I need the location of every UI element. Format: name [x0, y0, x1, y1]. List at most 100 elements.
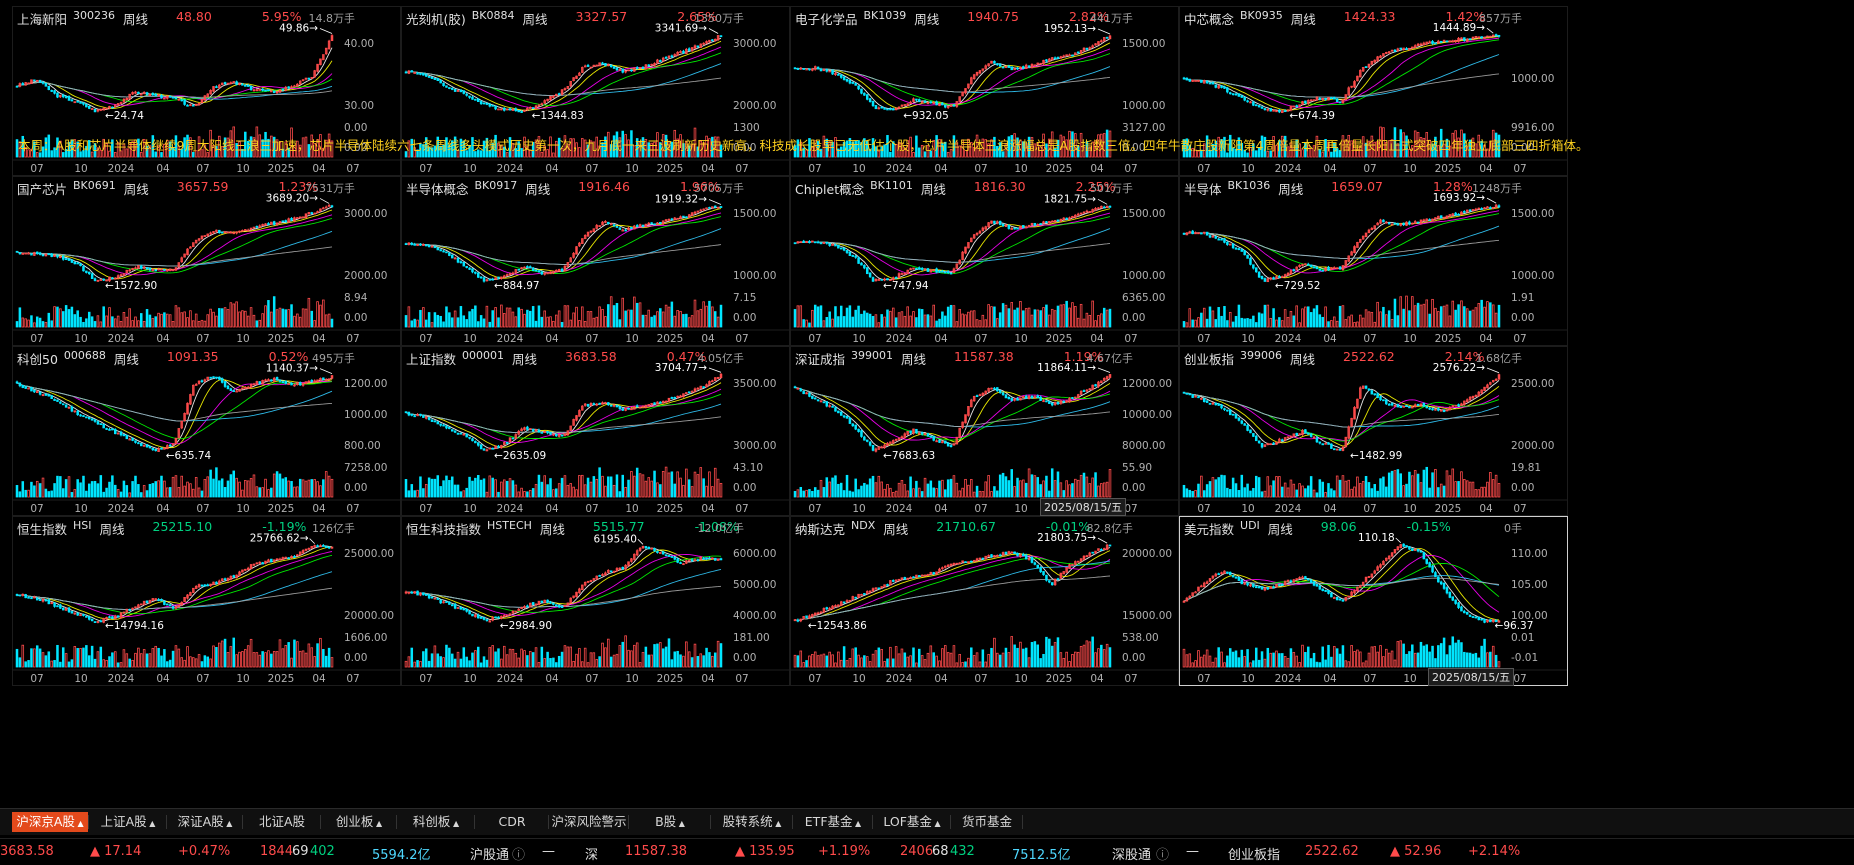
volume-bar	[446, 476, 448, 497]
volume-bar	[677, 310, 679, 327]
ma30-line	[795, 54, 1110, 106]
candle-body	[1273, 278, 1275, 279]
candle-body	[311, 380, 313, 381]
volume-bar	[498, 492, 500, 497]
volume-bar	[806, 320, 808, 327]
x-tick-label: 04	[1323, 163, 1337, 175]
volume-bar	[166, 314, 168, 327]
volume-bar	[994, 487, 996, 497]
candle-body	[83, 267, 85, 271]
volume-bar	[671, 472, 673, 497]
candle-body	[460, 433, 462, 434]
volume-bar	[576, 307, 578, 327]
candle-body	[463, 91, 465, 94]
volume-bar	[1423, 304, 1425, 327]
volume-bar	[480, 663, 482, 667]
volume-bar	[706, 306, 708, 327]
candle-body	[103, 424, 105, 428]
candle-body	[1435, 43, 1437, 44]
candle-body	[527, 427, 529, 429]
volume-bar	[1077, 318, 1079, 327]
volume-bar	[1051, 469, 1053, 497]
volume-bar	[506, 655, 508, 667]
volume-bar	[276, 472, 278, 497]
volume-bar	[88, 312, 90, 327]
volume-bar	[477, 322, 479, 327]
volume-bar	[213, 312, 215, 327]
candle-body	[1313, 267, 1315, 268]
volume-bar	[688, 480, 690, 497]
volume-bar	[1458, 481, 1460, 497]
y-tick-label: 1000.00	[1122, 100, 1165, 112]
volume-bar	[979, 321, 981, 327]
candle-body	[68, 96, 70, 100]
candle-body	[1106, 37, 1108, 38]
candle-body	[54, 91, 56, 94]
x-tick-label: 07	[974, 163, 987, 175]
volume-bar	[962, 314, 964, 327]
candle-body	[1232, 94, 1234, 95]
volume-bar	[466, 488, 468, 497]
candle-body	[918, 268, 920, 269]
volume-bar	[443, 658, 445, 667]
candle-body	[480, 277, 482, 278]
x-tick-label: 04	[1479, 333, 1493, 345]
volume-bar	[832, 319, 834, 327]
candle-body	[1238, 249, 1240, 250]
candle-body	[846, 250, 848, 252]
candle-body	[437, 598, 439, 599]
candle-body	[169, 96, 171, 97]
candle-body	[100, 424, 102, 425]
volume-bar	[33, 649, 35, 667]
volume-bar	[305, 309, 307, 327]
volume-bar	[1342, 476, 1344, 497]
volume-bar	[236, 478, 238, 497]
volume-bar	[861, 486, 863, 497]
volume-bar	[1489, 472, 1491, 497]
candle-body	[622, 230, 624, 231]
volume-bar	[1086, 477, 1088, 497]
volume-bar	[28, 320, 30, 327]
candle-body	[674, 397, 676, 398]
candle-body	[268, 90, 270, 91]
candle-body	[138, 443, 140, 444]
volume-bar	[42, 653, 44, 667]
volume-bar	[109, 482, 111, 497]
volume-bar	[1224, 476, 1226, 497]
volume-bar	[521, 488, 523, 497]
volume-bar	[221, 479, 223, 497]
candle-body	[1258, 272, 1260, 277]
volume-bar	[308, 480, 310, 497]
candle-body	[538, 430, 540, 432]
candle-body	[39, 600, 41, 601]
volume-bar	[913, 312, 915, 327]
candle-body	[80, 415, 82, 416]
volume-bar	[1250, 319, 1252, 327]
volume-bar	[994, 307, 996, 327]
candle-body	[837, 245, 839, 248]
candle-body	[1463, 211, 1465, 212]
candle-body	[809, 241, 811, 242]
candle-body	[659, 402, 661, 403]
volume-bar	[988, 476, 990, 497]
volume-bar	[587, 663, 589, 667]
candle-body	[486, 620, 488, 621]
volume-bar	[875, 483, 877, 497]
candle-body	[112, 429, 114, 430]
candle-body	[515, 109, 517, 111]
candle-body	[1443, 411, 1445, 412]
candle-body	[437, 79, 439, 81]
candle-body	[425, 245, 427, 246]
candle-body	[1072, 55, 1074, 56]
candle-body	[558, 94, 560, 95]
